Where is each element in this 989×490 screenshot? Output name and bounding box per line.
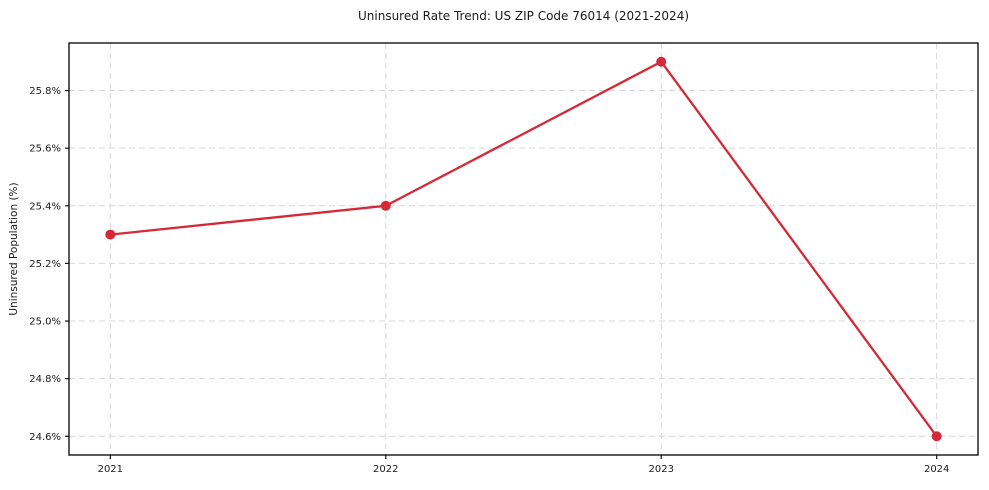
y-tick-label: 25.8% — [29, 86, 61, 97]
x-tick-label: 2021 — [98, 464, 123, 475]
chart-title: Uninsured Rate Trend: US ZIP Code 76014 … — [357, 9, 690, 23]
plot-border — [68, 42, 979, 456]
y-tick-label: 24.8% — [29, 374, 61, 385]
y-tick-label: 25.6% — [29, 144, 61, 155]
data-point — [380, 200, 391, 211]
data-point — [105, 229, 116, 240]
y-tick-label: 25.0% — [29, 317, 61, 328]
x-tick-label: 2024 — [924, 464, 949, 475]
y-tick-label: 24.6% — [29, 432, 61, 443]
x-tick-label: 2023 — [649, 464, 674, 475]
y-axis-label: Uninsured Population (%) — [8, 182, 20, 316]
trend-line — [109, 60, 938, 438]
data-point — [656, 56, 667, 67]
y-tick-label: 25.4% — [29, 201, 61, 212]
y-tick-label: 25.2% — [29, 259, 61, 270]
x-tick-label: 2022 — [373, 464, 398, 475]
data-point — [931, 431, 942, 442]
